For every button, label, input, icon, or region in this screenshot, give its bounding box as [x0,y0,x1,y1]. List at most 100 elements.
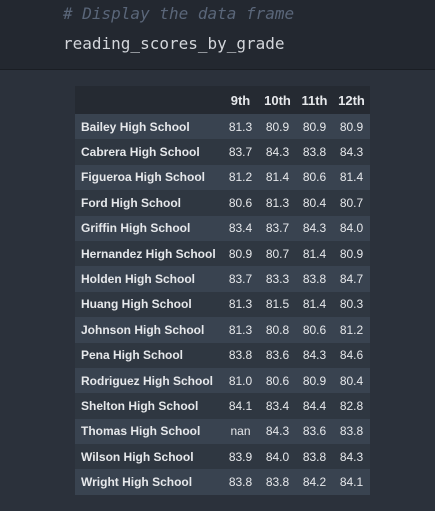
table-cell: 84.2 [296,469,333,495]
table-cell: 80.8 [259,317,296,343]
table-row: Thomas High School nan 84.3 83.6 83.8 [75,418,370,445]
row-index-label: Thomas High School [75,418,222,445]
table-cell: 80.7 [333,190,370,216]
table-row: Huang High School 81.3 81.5 81.4 80.3 [75,291,370,318]
row-index-label: Ford High School [75,190,222,216]
table-body: Bailey High School 81.3 80.9 80.9 80.9 Cabrer… [75,114,370,495]
table-cell: 84.3 [333,444,370,470]
column-header: 11th [296,86,333,114]
table-cell: 84.7 [333,266,370,292]
table-cell: 81.4 [259,164,296,191]
table-cell: 80.7 [259,240,296,267]
table-cell: 83.4 [259,393,296,419]
table-cell: 80.9 [296,367,333,394]
row-index-label: Pena High School [75,342,222,368]
table-cell: 80.9 [296,114,333,140]
table-cell: 83.7 [259,215,296,241]
table-cell: 84.3 [296,215,333,241]
row-index-label: Shelton High School [75,393,222,419]
table-cell: 80.3 [333,291,370,318]
row-index-label: Holden High School [75,266,222,292]
table-cell: 81.3 [222,114,259,140]
table-cell: 84.4 [296,393,333,419]
table-cell: 81.2 [333,317,370,343]
table-row: Figueroa High School 81.2 81.4 80.6 81.4 [75,164,370,191]
table-cell: 81.4 [333,164,370,191]
table-cell: 83.6 [259,342,296,368]
table-row: Wright High School 83.8 83.8 84.2 84.1 [75,469,370,495]
table-header: 9th 10th 11th 12th [75,86,370,114]
table-cell: 83.7 [222,139,259,165]
table-row: Hernandez High School 80.9 80.7 81.4 80.9 [75,240,370,267]
table-row: Griffin High School 83.4 83.7 84.3 84.0 [75,215,370,241]
table-cell: 84.6 [333,342,370,368]
table-cell: 81.4 [296,240,333,267]
table-cell: 80.9 [333,114,370,140]
table-cell: 80.6 [296,164,333,191]
table-cell: 81.3 [222,317,259,343]
table-row: Ford High School 80.6 81.3 80.4 80.7 [75,190,370,216]
table-row: Bailey High School 81.3 80.9 80.9 80.9 [75,114,370,140]
table-cell: 80.4 [296,190,333,216]
table-cell: 80.6 [259,367,296,394]
code-input[interactable]: reading_scores_by_grade [63,34,285,53]
table-cell: 82.8 [333,393,370,419]
table-cell: 83.8 [222,342,259,368]
table-cell: 83.8 [296,266,333,292]
row-index-label: Griffin High School [75,215,222,241]
row-index-label: Wilson High School [75,444,222,470]
table-cell: 81.3 [259,190,296,216]
table-cell: 83.7 [222,266,259,292]
table-cell: 80.9 [259,114,296,140]
table-cell: 84.3 [296,342,333,368]
table-cell: 83.6 [296,418,333,445]
table-cell: 83.8 [296,444,333,470]
table-cell: 81.2 [222,164,259,191]
table-cell: 83.4 [222,215,259,241]
table-cell: 80.6 [222,190,259,216]
table-cell: 83.8 [333,418,370,445]
row-index-label: Wright High School [75,469,222,495]
code-cell[interactable]: # Display the data frame reading_scores_… [0,0,435,70]
table-cell: 80.6 [296,317,333,343]
row-index-label: Johnson High School [75,317,222,343]
table-cell: 81.4 [296,291,333,318]
row-index-label: Cabrera High School [75,139,222,165]
table-row: Rodriguez High School 81.0 80.6 80.9 80.4 [75,367,370,394]
column-header: 9th [222,86,259,114]
table-cell: 84.1 [333,469,370,495]
table-cell: 83.9 [222,444,259,470]
table-row: Cabrera High School 83.7 84.3 83.8 84.3 [75,139,370,165]
header-row: 9th 10th 11th 12th [75,86,370,114]
row-index-label: Figueroa High School [75,164,222,191]
table-cell: 80.4 [333,367,370,394]
column-header: 10th [259,86,296,114]
table-cell: 84.0 [259,444,296,470]
table-row: Pena High School 83.8 83.6 84.3 84.6 [75,342,370,368]
dataframe-table: 9th 10th 11th 12th Bailey High School 81.3 80… [75,86,370,495]
row-index-label: Huang High School [75,291,222,318]
table-cell: 84.1 [222,393,259,419]
table-cell: 84.3 [259,418,296,445]
table-cell: nan [222,418,259,445]
table-cell: 84.0 [333,215,370,241]
table-cell: 83.3 [259,266,296,292]
table-cell: 80.9 [222,240,259,267]
table-cell: 84.3 [259,139,296,165]
table-cell: 83.8 [296,139,333,165]
table-cell: 83.8 [259,469,296,495]
table-row: Holden High School 83.7 83.3 83.8 84.7 [75,266,370,292]
index-header [75,86,222,114]
table-cell: 84.3 [333,139,370,165]
table-cell: 80.9 [333,240,370,267]
cell-output: 9th 10th 11th 12th Bailey High School 81.3 80… [0,70,435,511]
table-cell: 81.5 [259,291,296,318]
table-row: Shelton High School 84.1 83.4 84.4 82.8 [75,393,370,419]
table-cell: 81.0 [222,367,259,394]
table-row: Wilson High School 83.9 84.0 83.8 84.3 [75,444,370,470]
code-comment: # Display the data frame [63,4,295,23]
row-index-label: Hernandez High School [75,240,222,267]
table-cell: 81.3 [222,291,259,318]
column-header: 12th [333,86,370,114]
table-cell: 83.8 [222,469,259,495]
